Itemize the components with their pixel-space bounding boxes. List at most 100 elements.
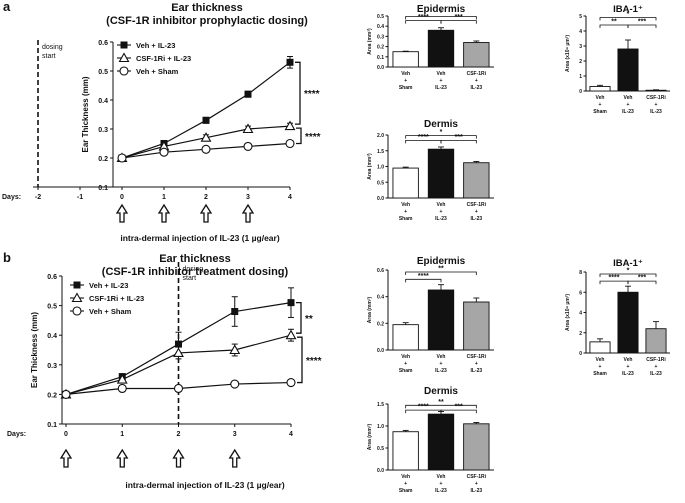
b-der-category-label: +	[404, 481, 407, 487]
a-der-sig-label: *	[440, 129, 443, 136]
a-line-point	[117, 153, 127, 163]
a-line-x-tick-label: 4	[288, 194, 292, 201]
a-epi-category-label: IL-23	[435, 85, 447, 91]
a-line-x-tick-label: 1	[162, 194, 166, 201]
b-line-y-tick-label: 0.6	[47, 274, 57, 281]
a-der-sig-line	[405, 135, 477, 139]
b-epi-sig-label: **	[438, 266, 444, 273]
a-epi-sig-line	[405, 16, 477, 20]
b-epi-bar	[392, 324, 419, 351]
a-epi-category-label: +	[404, 78, 407, 84]
a-line-point	[200, 132, 212, 142]
b-epi-y-tick-label: 0.4	[377, 295, 384, 301]
a-line-sig-label: ****	[305, 132, 321, 143]
a-epi-bar	[392, 51, 419, 68]
b-line-legend-marker	[71, 292, 83, 303]
a-line-point	[242, 123, 254, 134]
a-epi-category-label: Sham	[399, 85, 413, 91]
b-der-category-label: Veh	[437, 474, 446, 480]
b-der-bar	[392, 431, 419, 471]
a-line-y-tick-label: 0.2	[98, 156, 108, 163]
b-iba-category-label: +	[655, 364, 658, 370]
a-line-title: Ear thickness	[171, 2, 243, 14]
b-iba-category-label: Veh	[596, 357, 605, 363]
a-line-subtitle: (CSF-1R inhibitor prophylactic dosing)	[106, 15, 308, 27]
a-der-y-tick-label: 1.5	[377, 149, 384, 155]
a-line-point	[244, 90, 252, 98]
b-der-bar	[427, 413, 455, 471]
a-epi-title: Epidermis	[417, 4, 466, 15]
b-der-category-label: Sham	[399, 488, 413, 494]
a-epi-bar	[463, 42, 490, 68]
b-line-injection-label: intra-dermal injection of IL-23 (1 µg/ea…	[125, 480, 285, 490]
b-iba-category-label: Sham	[593, 371, 607, 377]
b-der-y-tick-label: 1.0	[377, 424, 384, 430]
b-iba-y-tick-label: 8	[579, 270, 582, 276]
b-iba-bar	[617, 291, 639, 354]
b-line-legend-marker	[73, 281, 81, 289]
a-iba-category-label: +	[655, 102, 658, 108]
a-epi-sig-line	[440, 20, 477, 24]
a-line-days-label: Days:	[2, 194, 21, 201]
a-iba-y-tick-label: 3	[579, 44, 582, 50]
a-epi-y-tick-label: 0.4	[377, 24, 384, 30]
up-arrow-icon	[116, 448, 129, 468]
b-der-sig-label: ****	[418, 404, 429, 411]
a-epi-category-label: IL-23	[470, 85, 482, 91]
b-line-dosing-label: dosing	[183, 266, 204, 273]
a-iba-sig-label: **	[611, 19, 617, 26]
b-der-y-tick-label: 0.0	[377, 468, 384, 474]
b-line-x-tick-label: 4	[289, 431, 293, 438]
a-der-sig-label: ****	[418, 134, 429, 141]
a-epi-sig-label: ***	[455, 14, 463, 21]
b-epi-category-label: +	[475, 361, 478, 367]
b-iba-sig-label: ****	[609, 275, 620, 282]
b-line-point	[116, 373, 128, 384]
b-line-legend-marker	[72, 306, 82, 316]
a-der-y-label: Area (mm²)	[367, 153, 373, 180]
a-epi-category-label: +	[475, 78, 478, 84]
a-line-point	[159, 147, 169, 157]
b-der-category-label: IL-23	[435, 488, 447, 494]
b-der-category-label: CSF-1Ri	[467, 474, 487, 480]
a-der-category-label: IL-23	[470, 216, 482, 222]
b-iba-bar	[589, 341, 611, 354]
b-epi-category-label: Sham	[399, 368, 413, 374]
a-der-bar	[427, 148, 455, 199]
up-arrow-icon	[157, 203, 171, 223]
b-line-point	[173, 383, 184, 394]
a-epi-bar	[427, 29, 455, 68]
a-epi-sig-label: ****	[418, 14, 429, 21]
up-arrow-icon	[199, 203, 213, 223]
b-line-y-tick-label: 0.3	[47, 363, 57, 370]
a-line-sig-bracket	[295, 61, 301, 125]
b-line-sig-label: **	[305, 314, 313, 325]
a-line-dosing-label: start	[42, 53, 56, 60]
b-der-title: Dermis	[424, 386, 458, 397]
a-epi-y-tick-label: 0.2	[377, 45, 384, 51]
a-iba-category-label: Sham	[593, 109, 607, 115]
b-der-sig-line	[440, 409, 477, 414]
a-iba-y-tick-label: 5	[579, 14, 582, 20]
b-der-y-label: Area (mm²)	[367, 423, 373, 450]
b-line-title: Ear thickness	[159, 253, 231, 265]
b-line-x-tick-label: 1	[120, 431, 124, 438]
a-iba-category-label: CSF-1Ri	[646, 95, 666, 101]
up-arrow-icon	[59, 448, 73, 468]
plot-layer: Ear thickness(CSF-1R inhibitor prophylac…	[2, 2, 670, 494]
b-line-dosing-label: start	[183, 275, 197, 282]
a-line-legend-marker	[119, 66, 129, 76]
b-der-category-label: IL-23	[470, 488, 482, 494]
a-line-injection-label: intra-dermal injection of IL-23 (1 µg/ea…	[120, 233, 280, 243]
a-epi-y-label: Area (mm²)	[367, 28, 373, 55]
a-iba-y-tick-label: 0	[579, 89, 582, 95]
a-line-x-tick-label: 3	[246, 194, 250, 201]
a-line-point	[202, 116, 210, 124]
b-iba-category-label: IL-23	[650, 371, 662, 377]
b-iba-y-tick-label: 0	[579, 351, 582, 357]
a-line-x-tick-label: -2	[35, 194, 41, 201]
b-der-y-tick-label: 1.5	[377, 402, 384, 408]
a-line-sig-label: ****	[304, 89, 320, 100]
b-iba-sig-label: *	[627, 268, 630, 275]
